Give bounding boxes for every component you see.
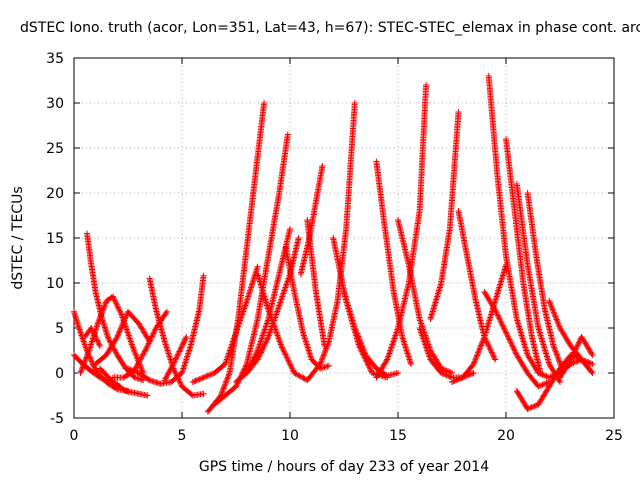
y-tick-label: 5: [55, 321, 64, 337]
y-tick-label: -5: [50, 411, 64, 427]
data-point-marks: [535, 356, 596, 381]
data-point-marks: [92, 308, 153, 367]
data-arc: [503, 136, 544, 376]
data-arc: [161, 334, 190, 384]
data-point-marks: [109, 308, 170, 381]
y-tick-label: 30: [46, 96, 64, 112]
data-point-marks: [189, 263, 261, 385]
data-arc: [481, 289, 553, 390]
data-arc: [427, 109, 462, 322]
data-arc: [96, 365, 151, 399]
data-point-marks: [503, 136, 544, 376]
data-arc: [204, 100, 268, 415]
x-tick-label: 5: [178, 428, 187, 444]
data-arc: [168, 272, 207, 385]
y-tick-label: 20: [46, 186, 64, 202]
data-arc: [330, 235, 391, 381]
x-axis-label: GPS time / hours of day 233 of year 2014: [199, 459, 489, 475]
data-point-marks: [161, 334, 190, 384]
data-point-marks: [524, 190, 566, 372]
data-point-marks: [282, 244, 332, 372]
data-arc: [341, 289, 401, 379]
data-arc: [189, 263, 261, 385]
data-point-marks: [81, 325, 103, 349]
y-tick-label: 0: [55, 366, 64, 382]
data-point-marks: [481, 289, 553, 390]
y-tick-label: 35: [46, 51, 64, 67]
y-axis-label: dSTEC / TECUs: [10, 186, 26, 289]
data-arc: [395, 217, 455, 376]
data-arc: [297, 163, 326, 277]
x-tick-label: 15: [389, 428, 407, 444]
x-tick-label: 10: [281, 428, 299, 444]
y-tick-label: 10: [46, 276, 64, 292]
data-arc: [455, 208, 499, 363]
data-arc: [81, 325, 103, 349]
y-tick-label: 15: [46, 231, 64, 247]
x-tick-label: 25: [605, 428, 623, 444]
x-tick-label: 20: [497, 428, 515, 444]
data-arc: [535, 356, 596, 381]
data-point-marks: [125, 365, 175, 387]
x-tick-label: 0: [70, 428, 79, 444]
data-arc: [513, 181, 563, 385]
data-arc: [485, 73, 542, 376]
data-arc: [92, 308, 153, 367]
data-point-marks: [455, 208, 499, 363]
y-tick-label: 25: [46, 141, 64, 157]
data-arc: [373, 82, 430, 381]
data-arc: [109, 308, 170, 381]
data-point-marks: [243, 235, 302, 376]
data-point-marks: [204, 100, 268, 415]
data-marks: [71, 73, 596, 415]
data-point-marks: [168, 272, 207, 385]
data-point-marks: [513, 181, 563, 385]
data-point-marks: [330, 235, 391, 381]
data-point-marks: [395, 217, 455, 376]
data-arc: [282, 244, 332, 372]
data-arc: [243, 235, 302, 376]
data-arc: [304, 217, 328, 349]
data-point-marks: [373, 82, 430, 381]
data-point-marks: [341, 289, 401, 379]
data-point-marks: [485, 73, 542, 376]
data-arc: [125, 365, 175, 387]
axes-ticks: 0 5 10 15 20 25 -5 0 5 10 15 20 25 30 35: [46, 51, 623, 444]
data-point-marks: [297, 163, 326, 277]
data-point-marks: [304, 217, 328, 349]
chart-title: dSTEC Iono. truth (acor, Lon=351, Lat=43…: [20, 20, 640, 36]
data-arc: [254, 271, 324, 384]
data-arc: [524, 190, 566, 372]
data-point-marks: [96, 365, 151, 399]
data-point-marks: [427, 109, 462, 322]
data-point-marks: [254, 271, 324, 384]
